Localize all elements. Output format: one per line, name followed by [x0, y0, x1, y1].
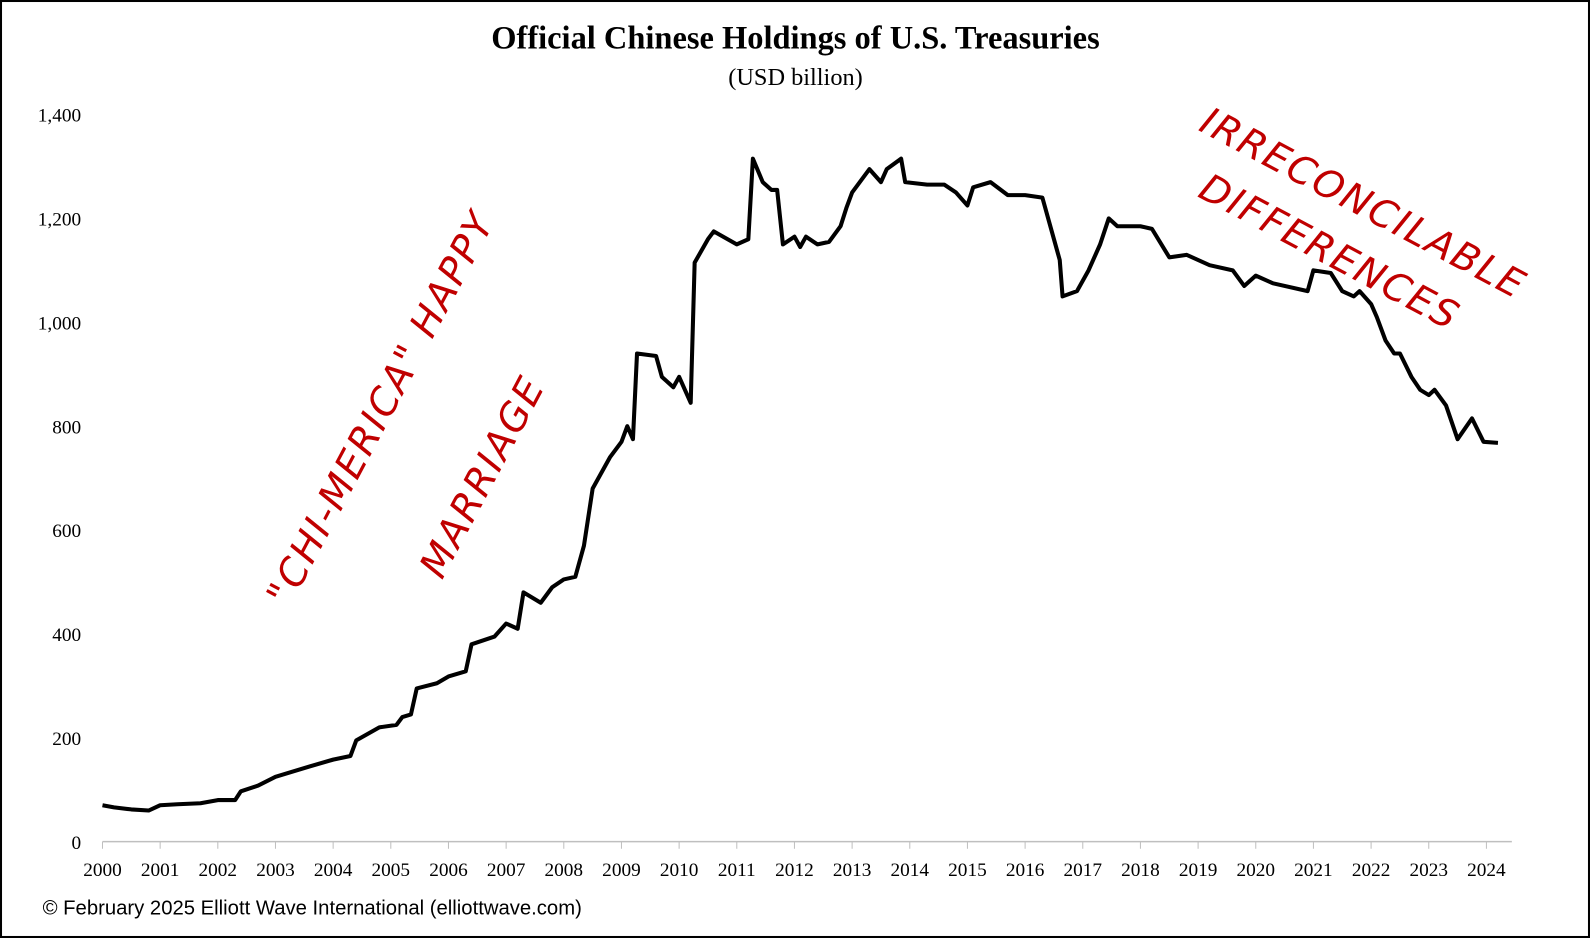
y-tick-label: 200 [52, 729, 81, 750]
y-tick-label: 400 [52, 625, 81, 646]
x-tick-label: 2018 [1121, 860, 1160, 881]
x-tick-label: 2000 [83, 860, 122, 881]
x-tick-label: 2015 [948, 860, 987, 881]
x-tick-label: 2009 [602, 860, 641, 881]
y-tick-label: 600 [52, 521, 81, 542]
x-tick-label: 2007 [487, 860, 526, 881]
x-tick-label: 2008 [545, 860, 584, 881]
y-tick-label: 1,000 [38, 313, 81, 334]
series-line [102, 156, 1499, 813]
y-tick-label: 1,400 [38, 106, 81, 127]
x-tick-label: 2022 [1352, 860, 1391, 881]
x-tick-label: 2001 [141, 860, 180, 881]
x-tick-label: 2019 [1179, 860, 1218, 881]
copyright: © February 2025 Elliott Wave Internation… [43, 898, 582, 920]
y-tick-label: 1,200 [38, 210, 81, 231]
x-tick-label: 2003 [256, 860, 295, 881]
x-tick-label: 2002 [199, 860, 238, 881]
x-tick-label: 2020 [1236, 860, 1275, 881]
x-tick-label: 2004 [314, 860, 353, 881]
x-tick-label: 2021 [1294, 860, 1333, 881]
chart-subtitle: (USD billion) [728, 64, 863, 91]
chart-title: Official Chinese Holdings of U.S. Treasu… [491, 21, 1099, 57]
x-tick-label: 2024 [1467, 860, 1506, 881]
x-tick-label: 2006 [429, 860, 468, 881]
x-tick-label: 2010 [660, 860, 699, 881]
x-tick-label: 2023 [1409, 860, 1448, 881]
x-tick-label: 2014 [891, 860, 930, 881]
x-tick-label: 2013 [833, 860, 872, 881]
x-tick-label: 2017 [1064, 860, 1103, 881]
x-axis-ticks: 2000 2001 2002 2003 2004 2005 2006 2007 2008 2009… [83, 841, 1506, 881]
y-tick-label: 800 [52, 417, 81, 438]
x-tick-label: 2005 [372, 860, 411, 881]
x-tick-label: 2011 [718, 860, 756, 881]
y-axis-ticks: 0 200 400 600 800 1,000 1,200 1,400 [38, 106, 81, 854]
y-tick-label: 0 [72, 833, 82, 854]
x-tick-label: 2012 [775, 860, 814, 881]
x-tick-label: 2016 [1006, 860, 1045, 881]
